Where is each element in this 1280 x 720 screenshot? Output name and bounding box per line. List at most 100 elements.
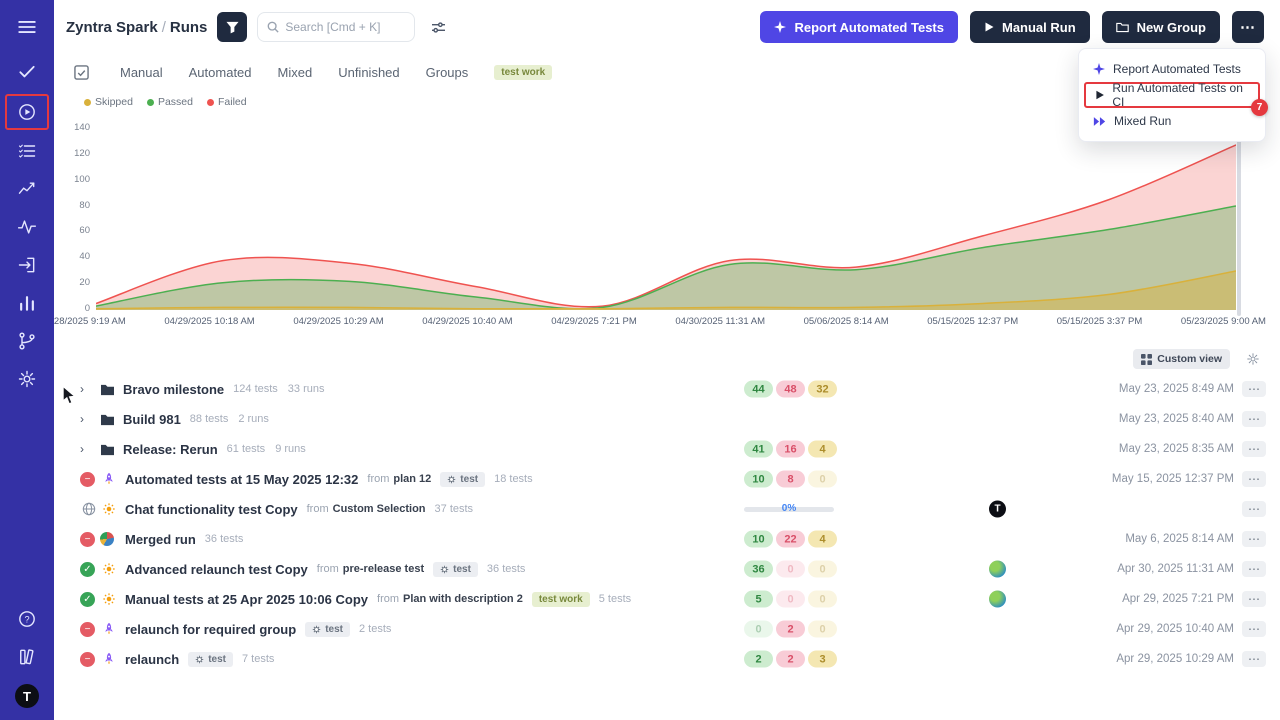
tab-manual[interactable]: Manual <box>120 64 163 80</box>
pulse-icon[interactable] <box>11 212 43 242</box>
trending-icon[interactable] <box>11 174 43 204</box>
runs-table: › Bravo milestone 124 tests 33 runs 44 4… <box>54 374 1280 720</box>
gear-icon <box>312 625 321 633</box>
row-menu-button[interactable]: ⋯ <box>1242 651 1266 667</box>
filter-button[interactable] <box>217 12 248 42</box>
row-menu-button[interactable]: ⋯ <box>1242 471 1266 487</box>
row-menu-button[interactable]: ⋯ <box>1242 591 1266 607</box>
sliders-icon[interactable] <box>425 14 451 40</box>
y-tick-label: 60 <box>79 225 90 237</box>
chevron-right-icon[interactable]: › <box>80 412 84 426</box>
run-row[interactable]: − relaunch for required group test 2 tes… <box>54 614 1280 644</box>
app-logo[interactable]: T <box>15 684 39 708</box>
hamburger-menu-icon[interactable] <box>11 12 43 42</box>
run-row[interactable]: Chat functionality test Copy from Custom… <box>54 494 1280 524</box>
result-badges: 36 0 0 <box>744 560 837 578</box>
settings-gear-icon[interactable] <box>11 364 43 394</box>
table-settings-gear-icon[interactable] <box>1240 346 1266 372</box>
row-menu-button[interactable]: ⋯ <box>1242 531 1266 547</box>
x-tick-label: 05/15/2025 12:37 PM <box>927 316 1019 327</box>
import-icon[interactable] <box>11 250 43 280</box>
y-tick-label: 0 <box>84 302 90 314</box>
earth-avatar <box>989 560 1006 578</box>
from-plan[interactable]: Plan with description 2 <box>403 593 523 605</box>
result-badges: 10 22 4 <box>744 530 837 548</box>
menu-item-report-automated-tests[interactable]: Report Automated Tests <box>1084 56 1260 82</box>
globe-icon <box>80 502 98 516</box>
menu-item-run-automated-tests-on-ci[interactable]: Run Automated Tests on CI 7 <box>1084 81 1268 116</box>
run-title[interactable]: Chat functionality test Copy <box>125 501 298 517</box>
actions-dropdown: Report Automated Tests Run Automated Tes… <box>1078 48 1268 142</box>
breadcrumb-project[interactable]: Zyntra Spark <box>66 18 158 36</box>
select-runs-icon[interactable] <box>68 59 94 85</box>
run-title[interactable]: Release: Rerun <box>123 441 218 457</box>
chevron-right-icon[interactable]: › <box>80 382 84 396</box>
runs-chart: 140 120 100 80 60 40 20 0 4/28/2025 9:19 AM 04/2… <box>46 114 1266 344</box>
runs-play-circle-icon[interactable] <box>11 97 43 127</box>
header-more-button[interactable]: ⋯ <box>1232 11 1264 43</box>
tests-check-icon[interactable] <box>11 56 43 86</box>
group-row[interactable]: › Bravo milestone 124 tests 33 runs 44 4… <box>54 374 1280 404</box>
run-title[interactable]: Merged run <box>125 531 196 547</box>
folder-icon <box>98 383 116 396</box>
run-row[interactable]: − Merged run 36 tests 10 22 4 May 6, 202… <box>54 524 1280 554</box>
tag-test: test <box>188 651 233 667</box>
filter-tag-test-work[interactable]: test work <box>494 64 553 80</box>
help-icon[interactable]: ? <box>11 604 43 634</box>
run-title[interactable]: Build 981 <box>123 411 181 427</box>
run-title[interactable]: Bravo milestone <box>123 381 225 397</box>
custom-view-button[interactable]: Custom view <box>1133 349 1230 369</box>
tab-mixed[interactable]: Mixed <box>277 64 313 80</box>
header-actions: Report Automated Tests Manual Run New Gr… <box>760 11 1264 43</box>
scrollbar-thumb[interactable] <box>1237 128 1241 316</box>
run-title[interactable]: Manual tests at 25 Apr 2025 10:06 Copy <box>125 591 369 607</box>
menu-item-mixed-run[interactable]: Mixed Run <box>1084 108 1260 134</box>
chevron-right-icon[interactable]: › <box>80 442 84 456</box>
docs-books-icon[interactable] <box>11 642 43 672</box>
bar-chart-icon[interactable] <box>11 288 43 318</box>
sun-icon <box>100 502 118 516</box>
run-title[interactable]: relaunch for required group <box>125 621 297 637</box>
header: Zyntra Spark/Runs Report Automated Tests… <box>54 0 1280 54</box>
tests-count: 5 tests <box>598 593 632 605</box>
fast-forward-icon <box>1093 116 1106 126</box>
table-toolbar: Custom view <box>54 344 1280 374</box>
manual-run-button[interactable]: Manual Run <box>969 11 1090 43</box>
skipped-badge: 4 <box>808 440 837 458</box>
row-menu-button[interactable]: ⋯ <box>1242 561 1266 577</box>
folder-icon <box>1115 22 1129 32</box>
tab-unfinished[interactable]: Unfinished <box>338 64 400 80</box>
run-row[interactable]: − relaunch test 7 tests 2 2 3 Apr 29, 20… <box>54 644 1280 674</box>
run-row[interactable]: − Automated tests at 15 May 2025 12:32 f… <box>54 464 1280 494</box>
new-group-button[interactable]: New Group <box>1101 11 1220 43</box>
passed-status-icon: ✓ <box>80 591 95 607</box>
tab-automated[interactable]: Automated <box>188 64 252 80</box>
git-branch-icon[interactable] <box>11 326 43 356</box>
skipped-badge: 0 <box>808 470 837 488</box>
legend-dot <box>146 98 154 106</box>
search-input[interactable] <box>285 20 398 34</box>
row-menu-button[interactable]: ⋯ <box>1242 621 1266 637</box>
from-plan[interactable]: pre-release test <box>342 563 425 575</box>
rocket-icon <box>100 472 118 486</box>
from-plan[interactable]: Custom Selection <box>332 503 426 515</box>
x-tick-label: 05/06/2025 8:14 AM <box>803 316 889 327</box>
checklist-icon[interactable] <box>11 136 43 166</box>
tab-groups[interactable]: Groups <box>425 64 469 80</box>
run-title[interactable]: Advanced relaunch test Copy <box>125 561 308 577</box>
from-plan[interactable]: plan 12 <box>393 473 432 485</box>
run-title[interactable]: Automated tests at 15 May 2025 12:32 <box>125 471 359 487</box>
run-row[interactable]: ✓ Manual tests at 25 Apr 2025 10:06 Copy… <box>54 584 1280 614</box>
row-menu-button[interactable]: ⋯ <box>1242 441 1266 457</box>
run-row[interactable]: ✓ Advanced relaunch test Copy from pre-r… <box>54 554 1280 584</box>
failed-status-icon: − <box>80 621 95 637</box>
group-row[interactable]: › Release: Rerun 61 tests 9 runs 41 16 4… <box>54 434 1280 464</box>
group-row[interactable]: › Build 981 88 tests 2 runs May 23, 2025… <box>54 404 1280 434</box>
run-date: May 6, 2025 8:14 AM <box>1125 533 1234 545</box>
report-automated-tests-button[interactable]: Report Automated Tests <box>760 11 958 43</box>
row-menu-button[interactable]: ⋯ <box>1242 381 1266 397</box>
skipped-badge: 3 <box>808 650 837 668</box>
row-menu-button[interactable]: ⋯ <box>1242 501 1266 517</box>
row-menu-button[interactable]: ⋯ <box>1242 411 1266 427</box>
run-title[interactable]: relaunch <box>125 651 180 667</box>
